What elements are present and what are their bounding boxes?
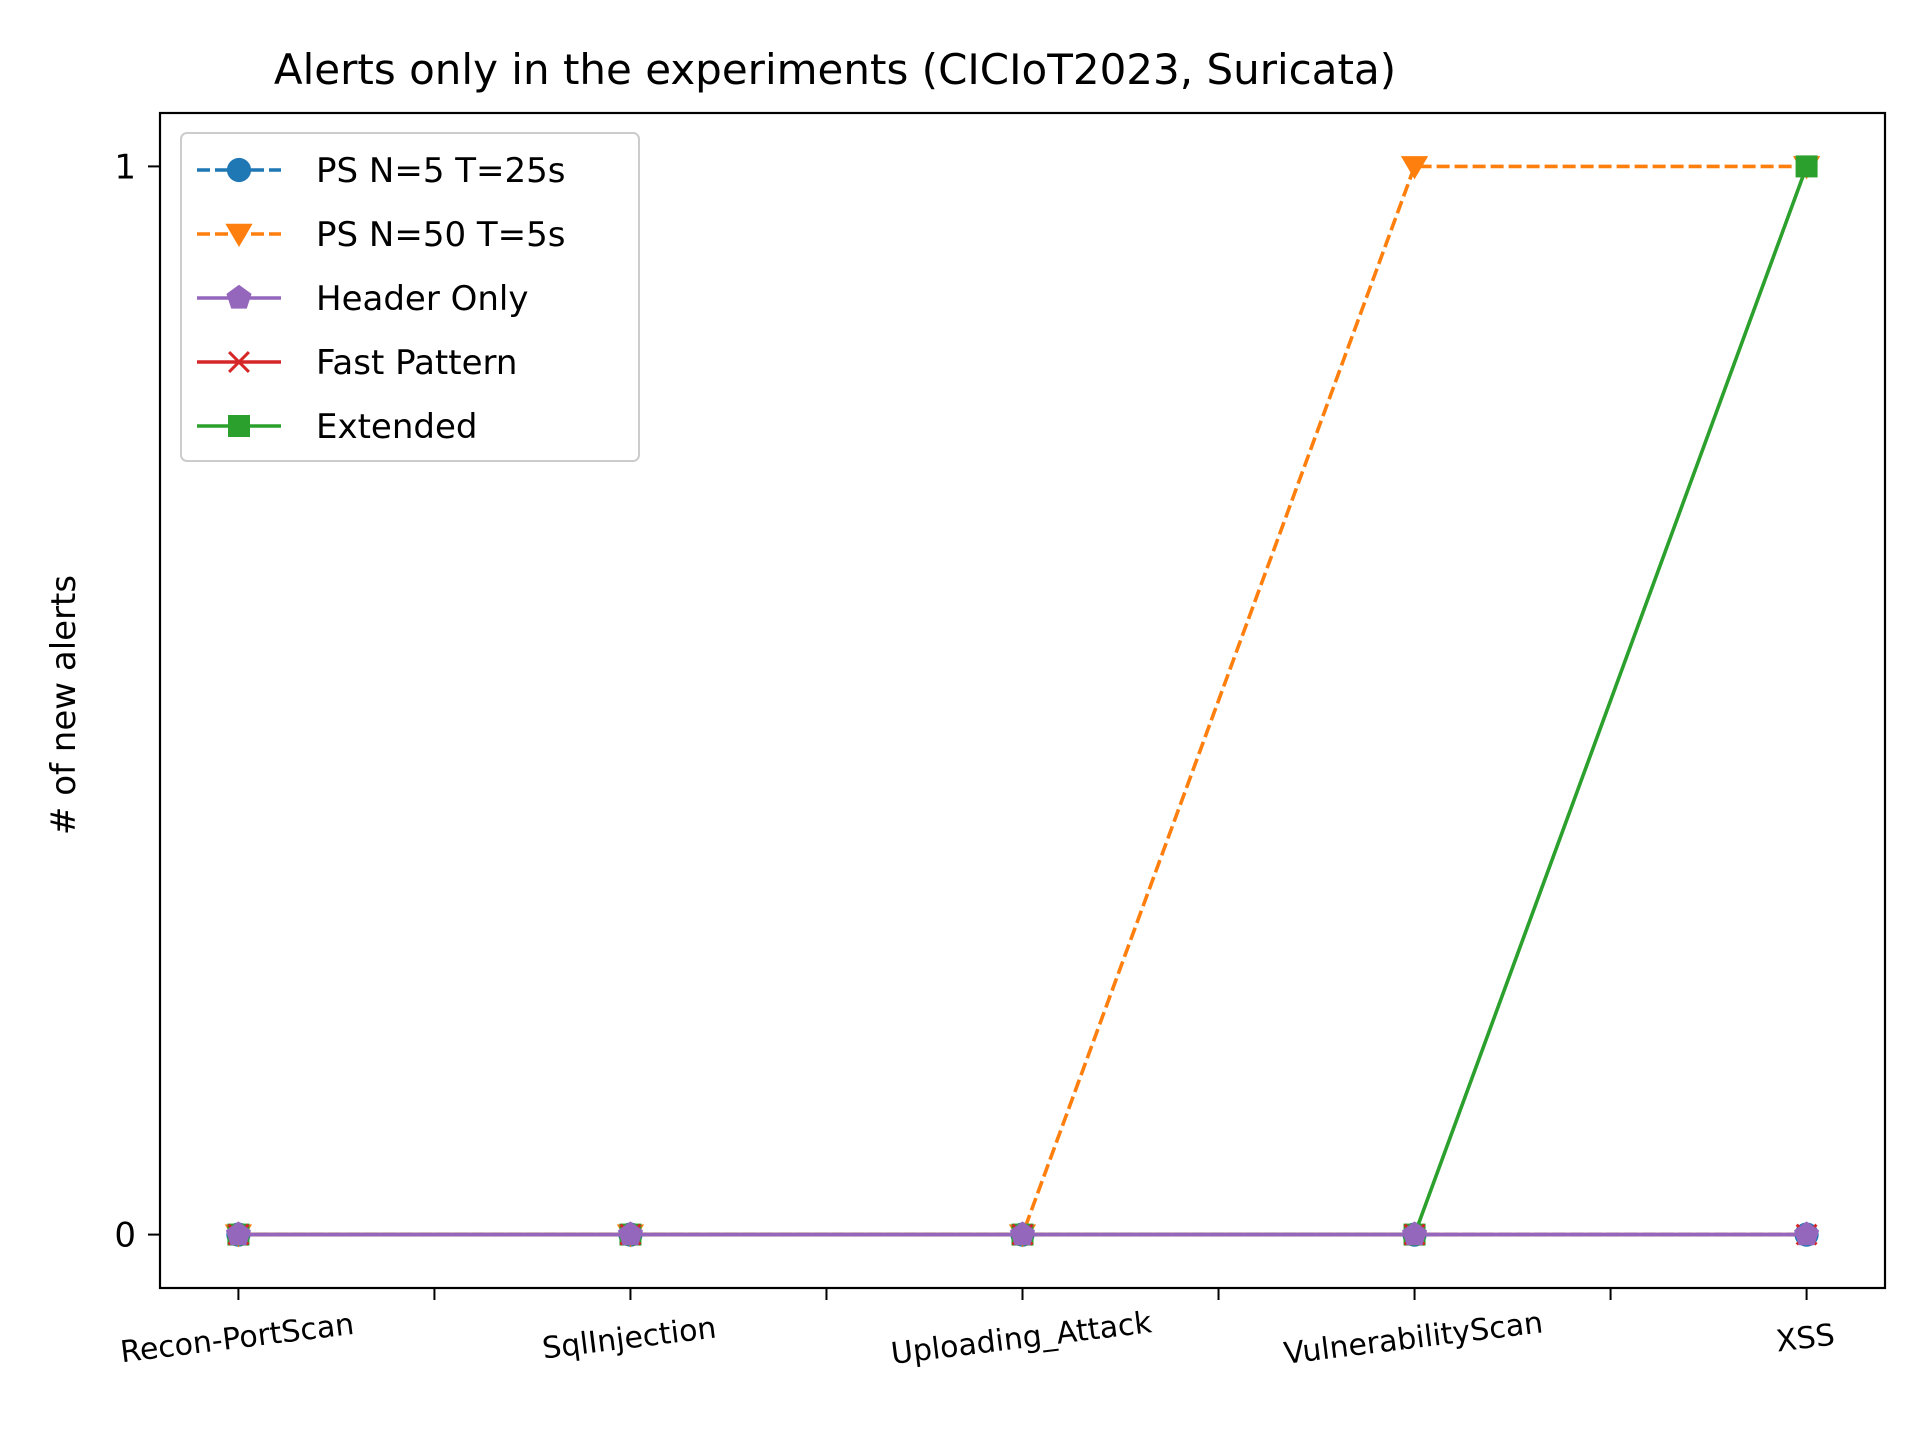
x-tick-label: SqlInjection [540,1311,718,1367]
y-axis-label: # of new alerts [44,575,84,835]
x-tick-label: Recon-PortScan [118,1307,356,1370]
x-tick-label: XSS [1774,1318,1836,1360]
chart-title: Alerts only in the experiments (CICIoT20… [274,45,1396,94]
data-point-extended [1795,155,1818,178]
data-point-header-only [617,1221,644,1246]
legend-item-header-only: Header Only [197,279,528,319]
y-tick-label: 0 [114,1216,136,1256]
legend-marker [226,284,252,309]
x-axis: Recon-PortScan SqlInjection Uploading_Atta… [118,1288,1837,1372]
legend-label: Extended [316,407,477,447]
legend-label: PS N=5 T=25s [316,151,566,191]
plot-area [224,155,1821,1248]
x-tick-label: Uploading_Attack [889,1305,1154,1372]
data-point-header-only [1401,1221,1428,1246]
data-point-header-only [1009,1221,1036,1246]
legend: PS N=5 T=25s PS N=50 T=5s Header Only Fast … [180,132,640,462]
legend-label: Fast Pattern [316,343,517,383]
legend-label: Header Only [316,279,528,319]
legend-item-extended: Extended [197,407,477,447]
y-tick-label: 1 [114,147,136,187]
legend-marker [228,351,250,373]
legend-item-ps-n-50-t-5s: PS N=50 T=5s [197,215,566,255]
data-point-ps-n-50-t-5s [1400,156,1429,180]
legend-item-ps-n-5-t-25s: PS N=5 T=25s [197,151,566,191]
x-tick-label: VulnerabilityScan [1282,1305,1545,1371]
legend-label: PS N=50 T=5s [316,215,566,255]
legend-item-fast-pattern: Fast Pattern [197,343,517,383]
data-point-header-only [1794,1221,1820,1246]
legend-marker [225,223,253,247]
legend-frame [180,132,640,462]
data-point-header-only [225,1221,251,1246]
legend-marker [228,415,250,437]
series-header-only [225,1221,1820,1246]
legend-marker [226,157,252,183]
y-axis: 01 [114,147,160,1256]
